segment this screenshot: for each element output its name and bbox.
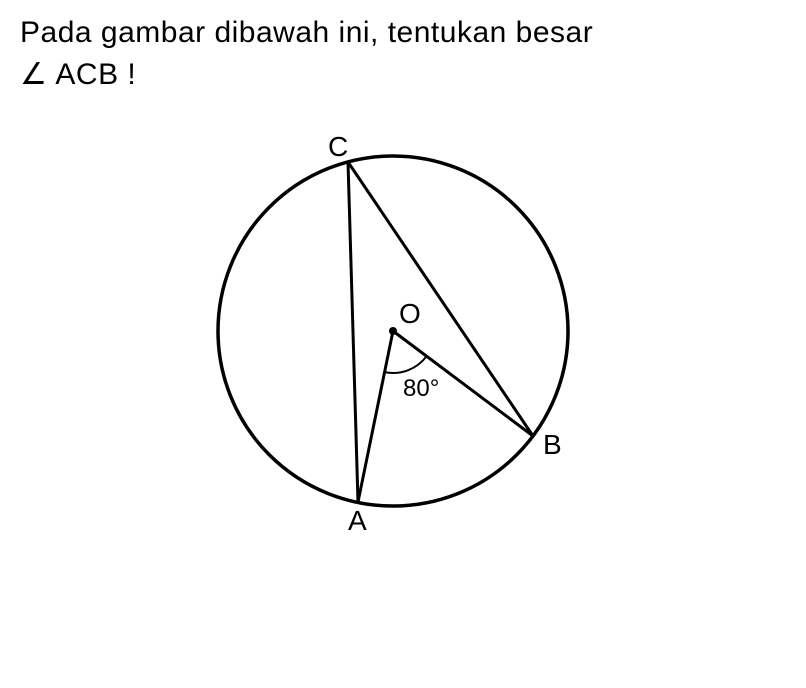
label-a: A	[348, 505, 367, 536]
question-line-2: ∠ ACB !	[20, 54, 786, 96]
circle-diagram: O C A B 80°	[193, 111, 613, 551]
diagram-container: O C A B 80°	[20, 111, 786, 551]
center-dot	[389, 327, 397, 335]
label-o: O	[399, 298, 421, 329]
line-cb	[348, 162, 533, 436]
label-c: C	[328, 131, 348, 162]
question-line1-text: Pada gambar dibawah ini, tentukan besar	[20, 12, 593, 54]
angle-arc	[385, 356, 427, 373]
angle-label: 80°	[403, 375, 439, 402]
label-b: B	[543, 429, 562, 460]
question-text: Pada gambar dibawah ini, tentukan besar …	[20, 12, 786, 96]
question-line-1: Pada gambar dibawah ini, tentukan besar	[20, 12, 786, 54]
line-oa	[358, 331, 393, 502]
question-line2-text: ACB !	[55, 54, 136, 96]
line-ca	[348, 162, 358, 502]
angle-symbol: ∠	[20, 60, 47, 90]
